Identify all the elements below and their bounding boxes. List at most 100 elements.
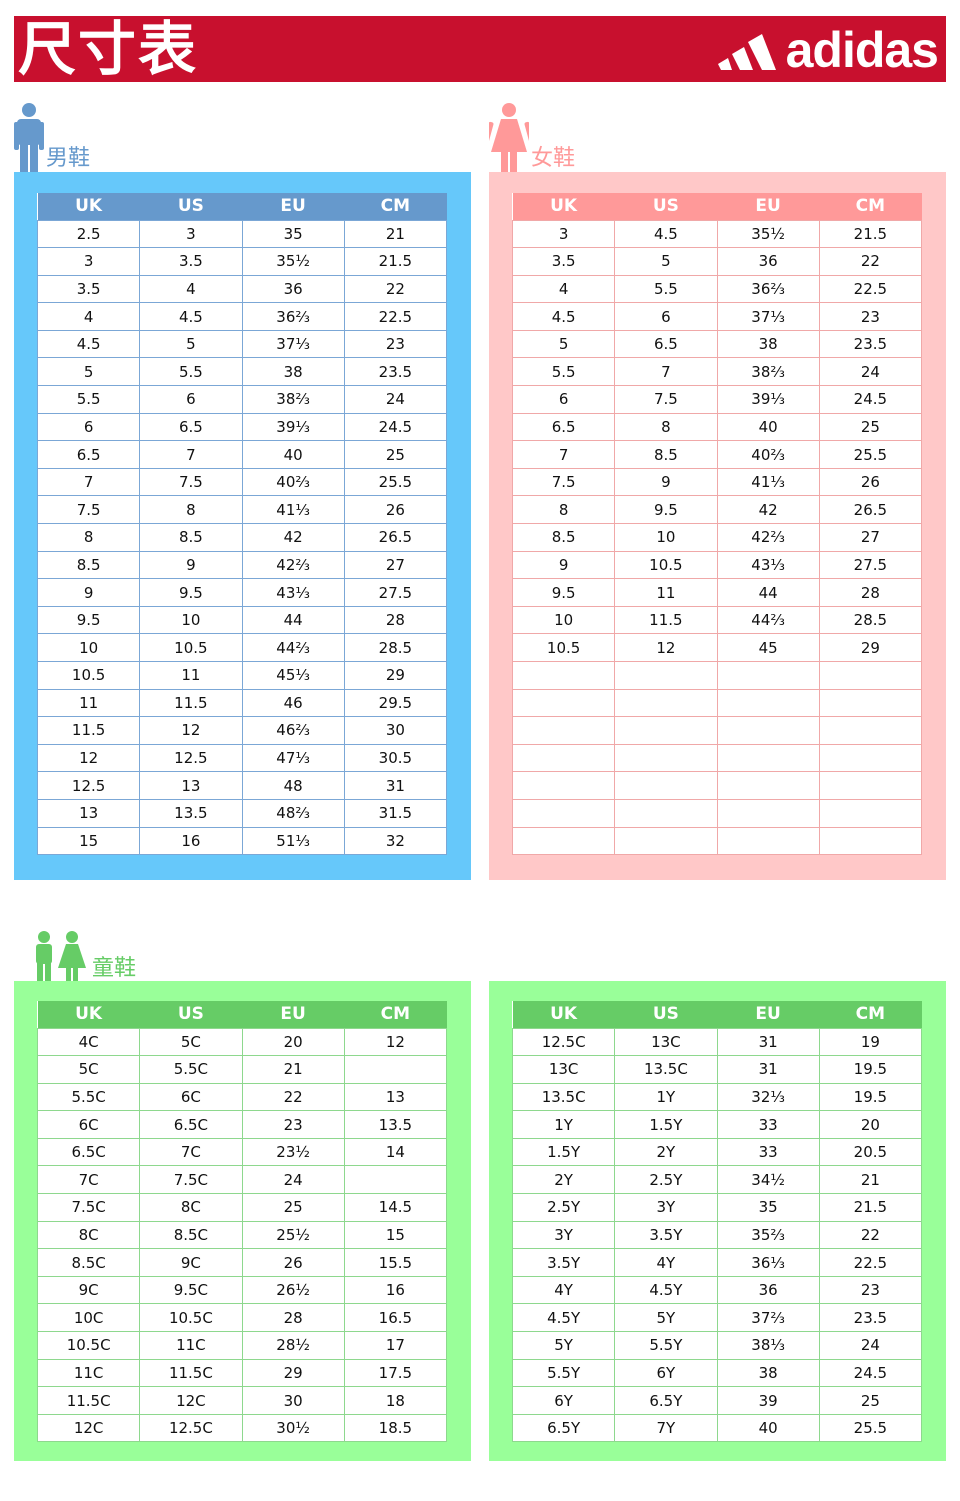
size-cell-us: 5C — [139, 1027, 243, 1057]
size-cell-cm: 18.5 — [343, 1413, 448, 1443]
table-row: 3 3.5 35½ 21.5 — [36, 247, 448, 276]
size-cell-uk: 13 — [36, 798, 141, 828]
size-cell-cm — [343, 1055, 448, 1084]
adidas-stripes-icon — [717, 34, 776, 70]
table-row: 10.5 12 45 29 — [511, 633, 923, 662]
page-title: 尺寸表 — [18, 15, 199, 83]
table-row: 8.5 10 42⅔ 27 — [511, 523, 923, 552]
size-cell-eu: 28½ — [241, 1331, 345, 1360]
size-cell-uk: 5 — [36, 357, 141, 387]
size-cell-eu: 42⅔ — [241, 550, 345, 580]
size-cell-eu: 36⅔ — [241, 302, 345, 331]
size-cell-cm: 25 — [343, 440, 448, 469]
size-cell-us: 6.5Y — [614, 1386, 718, 1415]
size-cell-us: 5.5 — [614, 274, 718, 304]
size-cell-uk: 5.5Y — [511, 1358, 616, 1388]
size-cell-eu — [716, 661, 820, 690]
size-cell-us — [614, 798, 718, 828]
size-cell-uk: 13.5C — [511, 1082, 616, 1112]
table-row: 11 11.5 46 29.5 — [36, 688, 448, 718]
table-row: 1.5Y 2Y 33 20.5 — [511, 1137, 923, 1167]
size-cell-us: 12C — [139, 1386, 243, 1415]
size-cell-cm: 25.5 — [818, 440, 923, 469]
table-row: 8.5C 9C 26 15.5 — [36, 1248, 448, 1277]
size-cell-uk: 6C — [36, 1110, 141, 1139]
size-cell-eu: 38⅔ — [241, 385, 345, 414]
size-cell-eu: 45⅓ — [241, 661, 345, 690]
size-cell-uk: 8.5 — [36, 550, 141, 580]
size-cell-uk: 7.5C — [36, 1193, 141, 1222]
size-cell-eu: 36 — [716, 247, 820, 276]
table-row: 6.5 7 40 25 — [36, 440, 448, 469]
table-row: 10C 10.5C 28 16.5 — [36, 1303, 448, 1333]
size-cell-eu: 46⅔ — [241, 716, 345, 745]
size-cell-uk: 11.5 — [36, 716, 141, 745]
size-cell-us: 4.5 — [139, 302, 243, 331]
size-cell-cm: 26.5 — [818, 495, 923, 525]
size-cell-uk: 3Y — [511, 1220, 616, 1250]
size-cell-eu: 20 — [241, 1027, 345, 1057]
table-row: 9C 9.5C 26½ 16 — [36, 1275, 448, 1305]
size-cell-cm: 24.5 — [343, 412, 448, 442]
size-cell-cm — [343, 1165, 448, 1195]
column-header-cm: CM — [344, 1001, 447, 1028]
table-row: 9.5 10 44 28 — [36, 605, 448, 635]
size-cell-uk: 8 — [36, 523, 141, 552]
size-cell-us: 7Y — [614, 1413, 718, 1443]
table-row: 1Y 1.5Y 33 20 — [511, 1110, 923, 1139]
size-cell-uk: 13C — [511, 1055, 616, 1084]
size-cell-cm: 15 — [343, 1220, 448, 1250]
size-cell-eu: 35½ — [716, 219, 820, 249]
size-cell-eu: 38 — [241, 357, 345, 387]
size-cell-us: 12 — [139, 716, 243, 745]
table-row: 6.5Y 7Y 40 25.5 — [511, 1413, 923, 1443]
size-cell-us: 13.5 — [139, 798, 243, 828]
size-cell-us: 8.5 — [614, 440, 718, 469]
size-cell-eu: 36 — [716, 1275, 820, 1305]
size-cell-cm — [818, 661, 923, 690]
size-cell-cm: 28.5 — [343, 633, 448, 662]
size-cell-us: 5 — [614, 247, 718, 276]
size-cell-eu: 45 — [716, 633, 820, 662]
table-row: 4.5 6 37⅓ 23 — [511, 302, 923, 331]
table-row: 3 4.5 35½ 21.5 — [511, 219, 923, 249]
size-cell-uk: 8.5 — [511, 523, 616, 552]
column-header-cm: CM — [819, 1001, 922, 1028]
size-cell-eu: 29 — [241, 1358, 345, 1388]
size-cell-eu: 36⅔ — [716, 274, 820, 304]
size-cell-us: 3.5 — [139, 247, 243, 276]
size-cell-cm: 27.5 — [818, 550, 923, 580]
size-cell-us: 5.5C — [139, 1055, 243, 1084]
table-row: 7 7.5 40⅔ 25.5 — [36, 467, 448, 497]
table-row: 5.5Y 6Y 38 24.5 — [511, 1358, 923, 1388]
size-cell-eu: 42 — [716, 495, 820, 525]
size-cell-eu: 38 — [716, 1358, 820, 1388]
size-cell-cm: 17.5 — [343, 1358, 448, 1388]
size-cell-eu: 47⅓ — [241, 743, 345, 773]
header-row: UK US EU CM — [512, 193, 922, 220]
table-row: 4 5.5 36⅔ 22.5 — [511, 274, 923, 304]
size-cell-us — [614, 771, 718, 800]
column-header-uk: UK — [512, 1001, 615, 1028]
size-cell-us: 6.5 — [614, 329, 718, 359]
size-cell-eu: 44 — [716, 578, 820, 607]
table-row: 8 9.5 42 26.5 — [511, 495, 923, 525]
table-row: 9 10.5 43⅓ 27.5 — [511, 550, 923, 580]
size-cell-uk: 4C — [36, 1027, 141, 1057]
size-cell-uk: 10 — [511, 605, 616, 635]
table-row: 4.5 5 37⅓ 23 — [36, 329, 448, 359]
size-cell-cm: 32 — [343, 826, 448, 856]
size-cell-uk — [511, 771, 616, 800]
size-cell-uk: 3.5 — [511, 247, 616, 276]
size-cell-us: 10 — [614, 523, 718, 552]
woman-icon — [489, 103, 529, 172]
table-row: 4C 5C 20 12 — [36, 1027, 448, 1057]
table-row: 13C 13.5C 31 19.5 — [511, 1055, 923, 1084]
size-cell-eu: 30½ — [241, 1413, 345, 1443]
size-cell-us: 8.5 — [139, 523, 243, 552]
size-cell-uk: 9 — [511, 550, 616, 580]
size-cell-eu: 37⅓ — [716, 302, 820, 331]
size-cell-us: 13 — [139, 771, 243, 800]
size-cell-eu: 44 — [241, 605, 345, 635]
size-cell-cm: 28 — [818, 578, 923, 607]
